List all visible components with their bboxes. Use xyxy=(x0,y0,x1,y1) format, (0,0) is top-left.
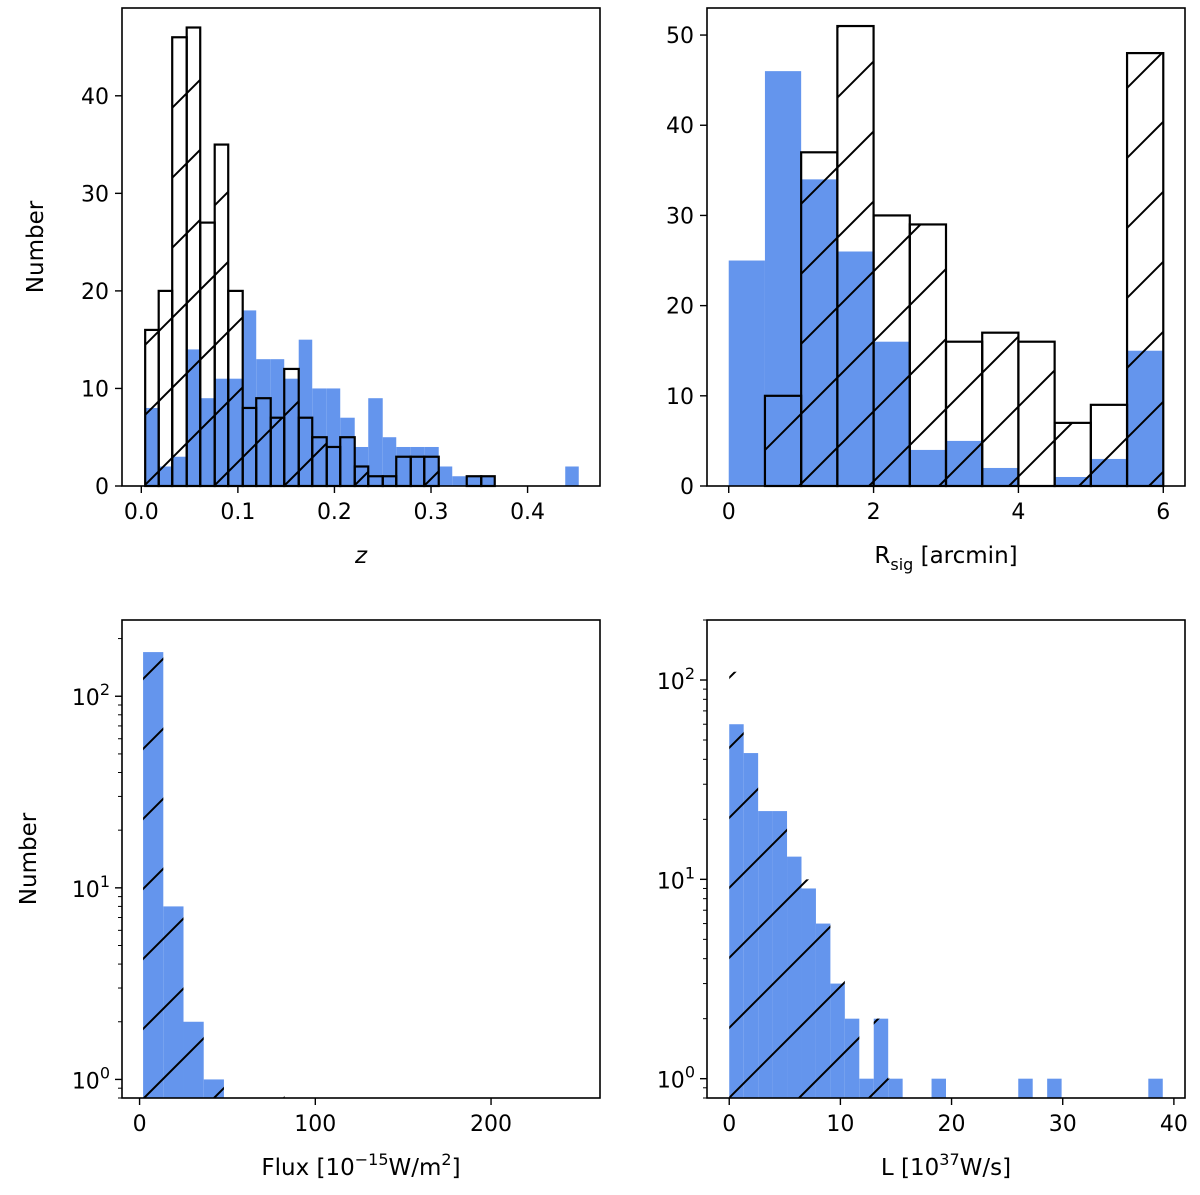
filled-bar xyxy=(186,349,201,486)
x-axis-label: Rsig [arcmin] xyxy=(874,543,1017,574)
filled-bar xyxy=(764,71,802,486)
y-axis-label: Number xyxy=(23,200,49,293)
x-tick-label: 2 xyxy=(867,500,881,525)
x-tick-label: 30 xyxy=(1049,1112,1077,1137)
y-tick-label: 10 xyxy=(81,377,109,402)
filled-bar xyxy=(368,398,383,486)
filled-bar xyxy=(203,1079,224,1098)
filled-bar xyxy=(1127,350,1164,486)
y-tick-label: 102 xyxy=(72,680,110,711)
axes-frame xyxy=(706,619,1186,1099)
filled-bar xyxy=(931,1078,946,1098)
y-tick-label: 10 xyxy=(666,385,694,410)
x-axis-label: Flux [10−15W/m2] xyxy=(261,1150,460,1181)
filled-bar xyxy=(1047,1078,1062,1098)
filled-bar xyxy=(242,310,257,486)
filled-bar xyxy=(909,449,946,486)
filled-bar xyxy=(326,388,341,486)
filled-bar xyxy=(837,251,874,486)
filled-bar xyxy=(815,923,831,1098)
filled-bar xyxy=(298,339,313,486)
filled-bar xyxy=(145,407,159,486)
y-tick-label: 20 xyxy=(666,295,694,320)
x-tick-label: 100 xyxy=(294,1112,336,1137)
x-tick-label: 0.1 xyxy=(220,500,255,525)
rsig-histogram-panel: 0 2 4 6 0 10 20 30 40 50 Rsig [arcmin] xyxy=(666,7,1186,574)
y-tick-label: 0 xyxy=(680,475,694,500)
filled-bar xyxy=(256,359,271,486)
filled-bar xyxy=(183,1021,204,1098)
filled-bar xyxy=(729,724,744,1098)
x-tick-label: 0.2 xyxy=(317,500,352,525)
x-tick-label: 0.0 xyxy=(124,500,159,525)
filled-bar xyxy=(481,476,495,486)
filled-bar xyxy=(888,1078,903,1098)
filled-bar xyxy=(284,378,299,486)
filled-bar xyxy=(172,456,187,486)
filled-bar xyxy=(200,398,215,486)
x-tick-label: 6 xyxy=(1156,500,1170,525)
filled-bar xyxy=(758,811,773,1098)
x-tick-label: 0 xyxy=(722,500,736,525)
filled-bar xyxy=(830,983,845,1098)
filled-bar xyxy=(801,888,816,1098)
filled-bar xyxy=(382,437,397,486)
x-tick-label: 0.4 xyxy=(510,500,545,525)
filled-bar xyxy=(1054,476,1091,486)
x-tick-label: 40 xyxy=(1160,1112,1188,1137)
filled-bar xyxy=(340,417,355,486)
x-tick-label: 0 xyxy=(133,1112,147,1137)
y-tick-label: 30 xyxy=(81,182,109,207)
y-tick-label: 101 xyxy=(657,863,695,894)
filled-bar xyxy=(982,467,1019,486)
x-tick-label: 20 xyxy=(938,1112,966,1137)
filled-bar xyxy=(873,1018,889,1098)
filled-bar xyxy=(214,378,229,486)
x-tick-label: 10 xyxy=(826,1112,854,1137)
filled-bar xyxy=(565,466,579,486)
filled-series xyxy=(143,652,224,1098)
x-tick-label: 0 xyxy=(722,1112,736,1137)
x-tick-label: 0.3 xyxy=(414,500,449,525)
y-tick-label: 102 xyxy=(657,664,695,695)
y-tick-label: 50 xyxy=(666,24,694,49)
filled-bar xyxy=(466,476,482,486)
filled-bar xyxy=(772,811,788,1098)
y-tick-label: 40 xyxy=(81,85,109,110)
filled-bar xyxy=(143,652,164,1098)
y-axis-label: Number xyxy=(16,812,42,905)
axes-frame xyxy=(706,7,1186,487)
y-tick-label: 20 xyxy=(81,280,109,305)
y-tick-label: 101 xyxy=(72,872,110,903)
filled-bar xyxy=(396,446,411,486)
filled-series xyxy=(728,71,1164,486)
filled-bar xyxy=(163,906,184,1098)
filled-bar xyxy=(410,446,425,486)
axes-frame xyxy=(121,619,601,1099)
filled-bar xyxy=(228,378,243,486)
filled-bar xyxy=(452,476,467,486)
filled-bar xyxy=(158,466,173,486)
filled-bar xyxy=(424,446,439,486)
filled-bar xyxy=(743,753,759,1098)
axes-frame xyxy=(121,7,601,487)
filled-bar xyxy=(438,466,453,486)
y-tick-label: 0 xyxy=(95,475,109,500)
x-tick-label: 4 xyxy=(1011,500,1025,525)
filled-bar xyxy=(859,1078,874,1098)
filled-bar xyxy=(1090,458,1128,486)
x-axis-label: L [1037W/s] xyxy=(881,1150,1011,1181)
filled-bar xyxy=(801,179,838,486)
y-tick-label: 40 xyxy=(666,114,694,139)
y-tick-label: 100 xyxy=(72,1063,110,1094)
y-tick-label: 30 xyxy=(666,204,694,229)
filled-bar xyxy=(728,260,765,486)
filled-bar xyxy=(1148,1078,1163,1098)
filled-bar xyxy=(844,1018,860,1098)
y-tick-label: 100 xyxy=(657,1063,695,1094)
x-tick-label: 200 xyxy=(470,1112,512,1137)
filled-bar xyxy=(1018,1078,1033,1098)
x-axis-label: z xyxy=(354,543,368,569)
